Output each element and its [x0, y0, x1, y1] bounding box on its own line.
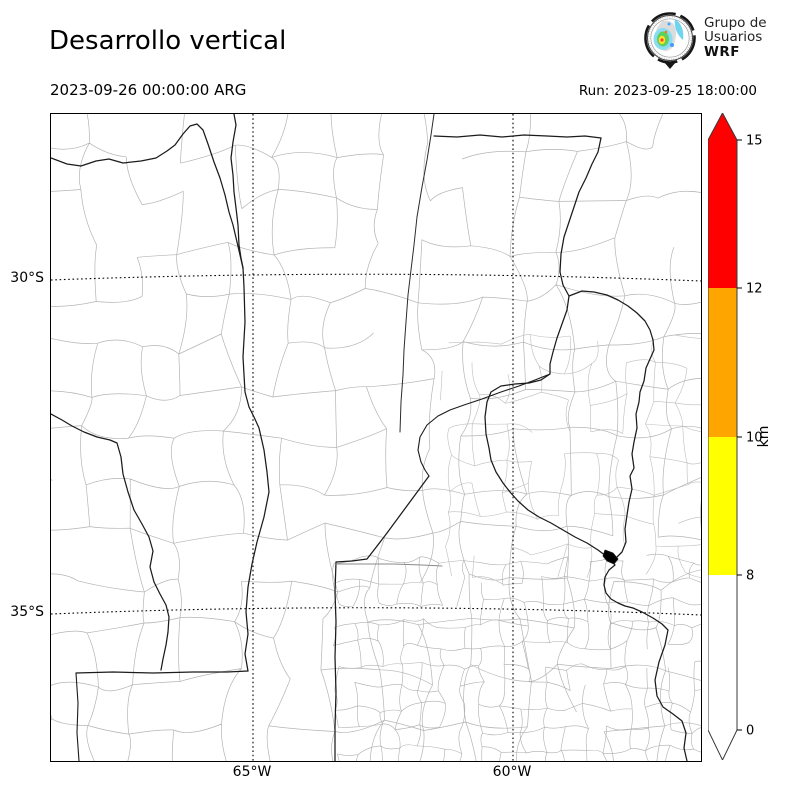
province-border-santiago-santafe	[399, 114, 435, 433]
province-border-nw-wiggle	[51, 123, 244, 269]
latitude-gridline	[51, 607, 701, 616]
colorbar-canvas: 15 12 10 8 0 km	[707, 111, 772, 762]
page-title: Desarrollo vertical	[49, 26, 287, 56]
logo-emblem-icon	[641, 10, 699, 74]
run-time-label: Run: 2023-09-25 18:00:00	[578, 83, 757, 99]
parana-river	[484, 137, 607, 557]
colorbar-tick-label: 15	[746, 134, 763, 149]
department-boundaries	[332, 553, 701, 761]
colorbar-unit-label: km	[756, 426, 772, 448]
buenosaires-north-line	[335, 563, 443, 567]
logo-line2: Usuarios	[704, 29, 763, 46]
province-border-lapampa-west	[75, 672, 80, 761]
colorbar: 15 12 10 8 0 km	[707, 111, 783, 764]
lon-tick-label: 60°W	[492, 764, 532, 780]
colorbar-tick-label: 8	[746, 569, 754, 584]
colorbar-segment	[708, 437, 737, 575]
buenosaires-city-marker	[602, 549, 619, 565]
buenosaires-west-border	[334, 561, 337, 761]
colorbar-tick-label: 10	[746, 431, 763, 446]
colorbar-segment	[708, 288, 737, 437]
parana-west-channel	[417, 373, 551, 477]
map-canvas	[51, 114, 701, 761]
logo-line3: WRF	[704, 43, 741, 60]
buenosaires-nw-border	[335, 475, 430, 563]
colorbar-segment	[708, 140, 737, 288]
lon-tick-label: 65°W	[232, 764, 272, 780]
province-border-top-vertical	[230, 114, 244, 269]
wrf-users-group-logo: Grupo de Usuarios WRF	[641, 10, 767, 74]
province-border-desaguadero-river	[51, 413, 170, 671]
uruguay-river	[568, 290, 655, 560]
rio-de-la-plata-coast	[603, 555, 688, 761]
colorbar-segment	[708, 575, 737, 730]
lat-tick-label: 35°S	[10, 604, 44, 620]
logo-line1: Grupo de	[704, 15, 767, 31]
department-boundaries	[439, 334, 701, 585]
province-border-santafe-north	[433, 134, 602, 139]
colorbar-bottom-arrow	[708, 730, 737, 760]
province-border-cordoba-west	[242, 267, 270, 672]
department-boundaries	[51, 114, 701, 761]
latitude-gridline	[51, 273, 701, 282]
colorbar-top-arrow	[708, 113, 737, 140]
logo-text: Grupo de Usuarios WRF	[704, 16, 767, 59]
valid-time-label: 2023-09-26 00:00:00 ARG	[50, 81, 247, 99]
colorbar-tick-label: 0	[746, 724, 754, 739]
province-border-lapampa-north	[75, 670, 249, 674]
map-plot-area	[50, 113, 702, 762]
lat-tick-label: 30°S	[10, 270, 44, 286]
colorbar-tick-label: 12	[746, 282, 763, 297]
